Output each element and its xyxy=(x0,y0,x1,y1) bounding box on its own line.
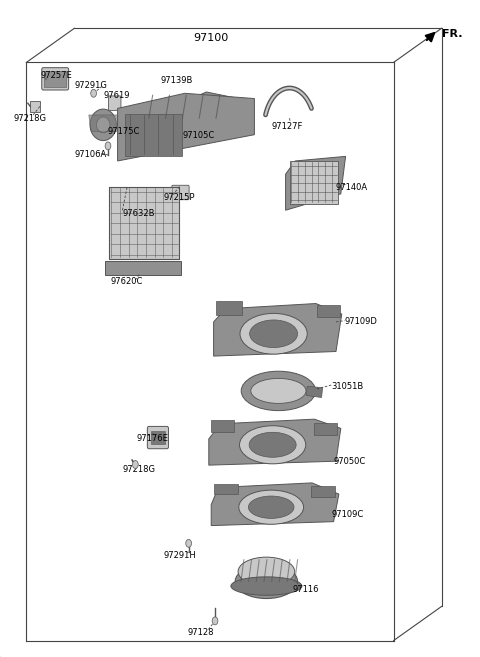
Circle shape xyxy=(91,89,96,97)
Bar xyxy=(30,101,40,112)
Text: 97620C: 97620C xyxy=(110,277,143,286)
Polygon shape xyxy=(185,121,226,133)
Bar xyxy=(105,261,181,275)
Text: 97050C: 97050C xyxy=(334,457,366,466)
Bar xyxy=(216,301,242,315)
Bar xyxy=(109,187,179,259)
Ellipse shape xyxy=(240,313,307,354)
Polygon shape xyxy=(306,386,323,397)
Text: 97106A: 97106A xyxy=(74,150,107,159)
FancyBboxPatch shape xyxy=(108,96,121,110)
Polygon shape xyxy=(209,419,341,465)
Text: 97175C: 97175C xyxy=(108,127,140,136)
Text: 97100: 97100 xyxy=(193,33,229,43)
Circle shape xyxy=(132,461,138,468)
Circle shape xyxy=(105,142,111,150)
FancyArrowPatch shape xyxy=(426,33,434,41)
Text: 97632B: 97632B xyxy=(122,209,155,218)
Polygon shape xyxy=(89,115,120,131)
Polygon shape xyxy=(214,304,342,356)
Bar xyxy=(44,71,66,87)
Bar xyxy=(214,484,238,494)
Polygon shape xyxy=(185,109,226,121)
Bar xyxy=(311,486,335,497)
FancyBboxPatch shape xyxy=(147,426,168,449)
FancyBboxPatch shape xyxy=(172,185,189,200)
Ellipse shape xyxy=(241,371,316,411)
Circle shape xyxy=(186,539,192,547)
Bar xyxy=(211,420,234,432)
Text: 97116: 97116 xyxy=(293,585,319,594)
Ellipse shape xyxy=(238,557,295,586)
Text: 97105C: 97105C xyxy=(182,131,215,141)
Text: 97619: 97619 xyxy=(103,91,130,100)
Ellipse shape xyxy=(249,496,294,518)
Bar xyxy=(290,161,338,204)
Text: 97291G: 97291G xyxy=(74,81,107,90)
Ellipse shape xyxy=(249,432,296,457)
Circle shape xyxy=(212,617,218,625)
Ellipse shape xyxy=(231,577,302,595)
Polygon shape xyxy=(211,483,339,526)
Ellipse shape xyxy=(240,426,306,464)
Text: 97291H: 97291H xyxy=(163,551,196,560)
Text: 97218G: 97218G xyxy=(13,114,47,123)
Ellipse shape xyxy=(239,490,304,524)
Text: 97127F: 97127F xyxy=(271,122,302,131)
Ellipse shape xyxy=(96,117,110,133)
Text: 31051B: 31051B xyxy=(331,382,363,391)
Text: FR.: FR. xyxy=(442,29,462,39)
Text: 97109C: 97109C xyxy=(331,510,363,519)
Text: 97218G: 97218G xyxy=(122,465,156,474)
Text: 97215P: 97215P xyxy=(163,193,195,202)
Ellipse shape xyxy=(90,109,117,141)
Text: 97257E: 97257E xyxy=(41,71,72,80)
FancyBboxPatch shape xyxy=(42,68,69,90)
Ellipse shape xyxy=(251,378,306,403)
Text: 97139B: 97139B xyxy=(161,76,193,85)
Polygon shape xyxy=(118,93,254,161)
Polygon shape xyxy=(286,156,346,210)
Ellipse shape xyxy=(250,320,298,348)
Polygon shape xyxy=(139,92,245,141)
Bar xyxy=(125,114,182,156)
Bar xyxy=(151,431,165,444)
Text: 97140A: 97140A xyxy=(335,183,367,192)
Text: 97128: 97128 xyxy=(187,627,214,637)
Text: 97109D: 97109D xyxy=(345,317,377,327)
Bar xyxy=(314,423,337,435)
Ellipse shape xyxy=(235,564,298,599)
Bar xyxy=(109,187,179,259)
Text: 97176E: 97176E xyxy=(137,434,168,443)
Bar xyxy=(317,305,340,317)
